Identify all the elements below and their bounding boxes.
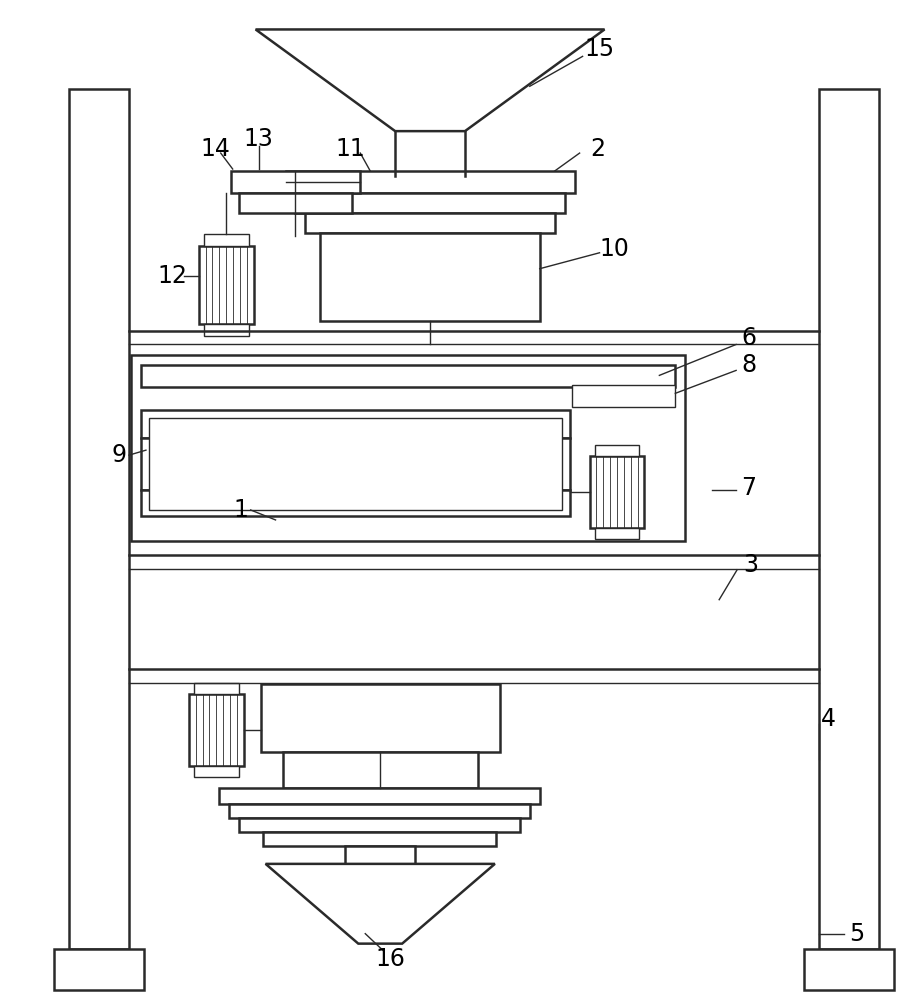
Text: 2: 2 [590, 137, 605, 161]
Text: 7: 7 [741, 476, 757, 500]
Text: 12: 12 [158, 264, 188, 288]
Bar [231, 171, 360, 193]
Text: 9: 9 [111, 443, 127, 467]
Text: 14: 14 [201, 137, 231, 161]
Bar [189, 694, 243, 766]
Bar [595, 445, 640, 456]
Bar [595, 528, 640, 539]
Bar [262, 832, 496, 846]
Bar [320, 233, 539, 321]
Polygon shape [255, 29, 605, 131]
Bar [589, 456, 644, 528]
Bar [819, 89, 879, 949]
Bar [149, 418, 562, 510]
Bar [199, 246, 253, 324]
Text: 15: 15 [585, 37, 614, 61]
Bar [572, 385, 675, 407]
Bar [219, 788, 539, 804]
Bar [239, 818, 519, 832]
Text: 1: 1 [233, 498, 248, 522]
Text: 8: 8 [741, 353, 757, 377]
Text: 5: 5 [849, 922, 864, 946]
Text: 10: 10 [600, 237, 630, 261]
Bar [69, 89, 129, 949]
Text: 16: 16 [376, 947, 405, 971]
Bar [194, 683, 239, 694]
Bar [804, 949, 893, 990]
Text: 11: 11 [336, 137, 366, 161]
Bar [204, 324, 249, 336]
Bar [229, 804, 529, 818]
Bar [239, 193, 352, 213]
Bar [194, 766, 239, 777]
Bar [141, 490, 569, 516]
Bar [296, 193, 565, 213]
Text: 13: 13 [243, 127, 273, 151]
Polygon shape [265, 864, 495, 944]
Bar [204, 234, 249, 246]
Bar [131, 355, 685, 541]
Bar [141, 438, 569, 490]
Text: 6: 6 [741, 326, 757, 350]
Bar [141, 365, 675, 387]
Bar [261, 684, 500, 752]
Text: 3: 3 [744, 553, 758, 577]
Bar [285, 171, 575, 193]
Text: 4: 4 [822, 707, 836, 731]
Bar [282, 752, 478, 788]
Bar [306, 213, 555, 233]
Bar [346, 846, 415, 864]
Bar [54, 949, 144, 990]
Bar [141, 410, 569, 438]
